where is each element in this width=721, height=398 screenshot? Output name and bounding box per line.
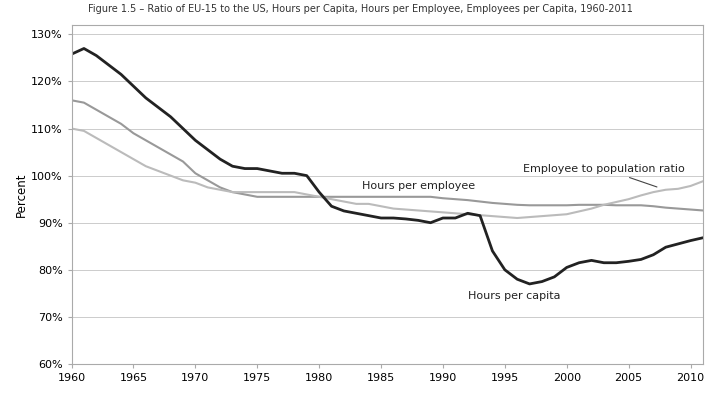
Text: Employee to population ratio: Employee to population ratio <box>523 164 685 187</box>
Text: Hours per capita: Hours per capita <box>468 291 560 301</box>
Y-axis label: Percent: Percent <box>15 172 28 217</box>
Text: Figure 1.5 – Ratio of EU-15 to the US, Hours per Capita, Hours per Employee, Emp: Figure 1.5 – Ratio of EU-15 to the US, H… <box>88 4 633 14</box>
Text: Hours per employee: Hours per employee <box>363 181 476 191</box>
